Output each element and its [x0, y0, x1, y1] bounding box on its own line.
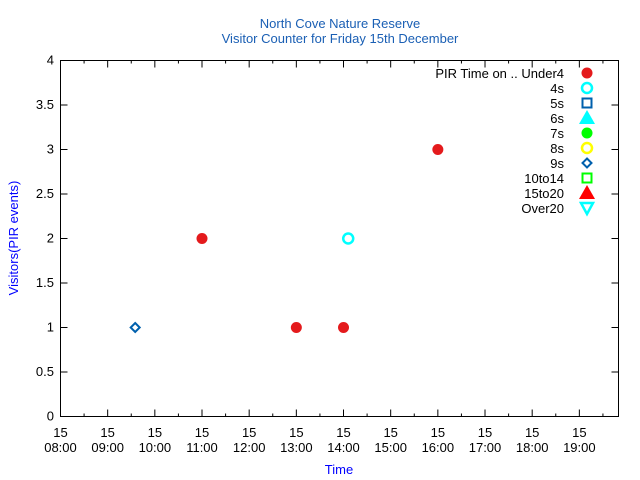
legend-marker-15to20 — [579, 185, 595, 199]
legend-marker-9s — [581, 157, 593, 169]
legend-label: 9s — [550, 156, 564, 171]
legend-series-name: 15to20 — [524, 186, 564, 201]
y-tick-label: 0.5 — [36, 364, 54, 379]
plot-border — [60, 60, 619, 417]
legend-series-name: Over20 — [521, 201, 564, 216]
y-tick-label: 1 — [47, 320, 54, 335]
x-tick-time: 10:00 — [139, 440, 172, 455]
legend-label: 10to14 — [524, 171, 564, 186]
x-tick-day: 15 — [431, 425, 445, 440]
y-tick-label: 4 — [47, 53, 54, 68]
x-tick-day: 15 — [383, 425, 397, 440]
x-tick-day: 15 — [242, 425, 256, 440]
x-tick-day: 15 — [148, 425, 162, 440]
x-tick-day: 15 — [100, 425, 114, 440]
x-tick-day: 15 — [336, 425, 350, 440]
x-tick-day: 15 — [525, 425, 539, 440]
legend-series-name: Under4 — [521, 66, 564, 81]
x-tick-time: 12:00 — [233, 440, 266, 455]
legend-label: 7s — [550, 126, 564, 141]
chart-title: North Cove Nature Reserve — [260, 16, 420, 31]
legend-marker-Over20 — [578, 201, 596, 217]
y-tick-label: 0 — [47, 409, 54, 424]
x-tick-time: 19:00 — [563, 440, 596, 455]
legend-marker-4s — [580, 81, 594, 95]
legend-series-name: 9s — [550, 156, 564, 171]
y-tick-label: 3 — [47, 142, 54, 157]
x-tick-time: 15:00 — [374, 440, 407, 455]
legend-marker-8s — [580, 141, 594, 155]
x-tick-day: 15 — [572, 425, 586, 440]
x-tick-time: 08:00 — [44, 440, 77, 455]
legend-label: PIR Time on .. Under4 — [435, 66, 564, 81]
legend-label: 8s — [550, 141, 564, 156]
y-tick-label: 2.5 — [36, 186, 54, 201]
data-point-9s — [129, 321, 142, 334]
legend-marker-7s — [581, 127, 593, 139]
legend-marker-6s — [579, 110, 595, 124]
x-tick-time: 16:00 — [422, 440, 455, 455]
data-point-Under4 — [290, 322, 302, 333]
x-tick-day: 15 — [478, 425, 492, 440]
x-axis-label: Time — [325, 462, 353, 477]
legend-label: Over20 — [521, 201, 564, 216]
data-point-Under4 — [196, 233, 208, 244]
legend-label: 4s — [550, 81, 564, 96]
legend-series-name: 5s — [550, 96, 564, 111]
y-axis-label: Visitors(PIR events) — [6, 181, 21, 296]
legend-series-name: 6s — [550, 111, 564, 126]
legend-label: 15to20 — [524, 186, 564, 201]
y-tick-label: 3.5 — [36, 97, 54, 112]
legend-marker-5s — [581, 97, 593, 109]
legend-series-name: 10to14 — [524, 171, 564, 186]
x-tick-time: 13:00 — [280, 440, 313, 455]
x-tick-time: 18:00 — [516, 440, 549, 455]
x-tick-time: 17:00 — [469, 440, 502, 455]
legend-series-name: 8s — [550, 141, 564, 156]
legend-series-name: 7s — [550, 126, 564, 141]
x-tick-time: 11:00 — [186, 440, 218, 455]
legend-title: PIR Time on .. — [435, 66, 521, 81]
legend-marker-Under4 — [581, 67, 593, 79]
legend-label: 5s — [550, 96, 564, 111]
chart-subtitle: Visitor Counter for Friday 15th December — [222, 31, 459, 46]
legend-series-name: 4s — [550, 81, 564, 96]
legend-label: 6s — [550, 111, 564, 126]
y-tick-label: 2 — [47, 231, 54, 246]
x-tick-time: 14:00 — [327, 440, 360, 455]
legend-marker-10to14 — [581, 172, 593, 184]
x-tick-day: 15 — [289, 425, 303, 440]
x-tick-day: 15 — [53, 425, 67, 440]
x-tick-time: 09:00 — [91, 440, 124, 455]
data-point-Under4 — [432, 144, 444, 155]
y-tick-label: 1.5 — [36, 275, 54, 290]
data-point-Under4 — [338, 322, 350, 333]
x-tick-day: 15 — [195, 425, 209, 440]
data-point-4s — [341, 232, 355, 245]
